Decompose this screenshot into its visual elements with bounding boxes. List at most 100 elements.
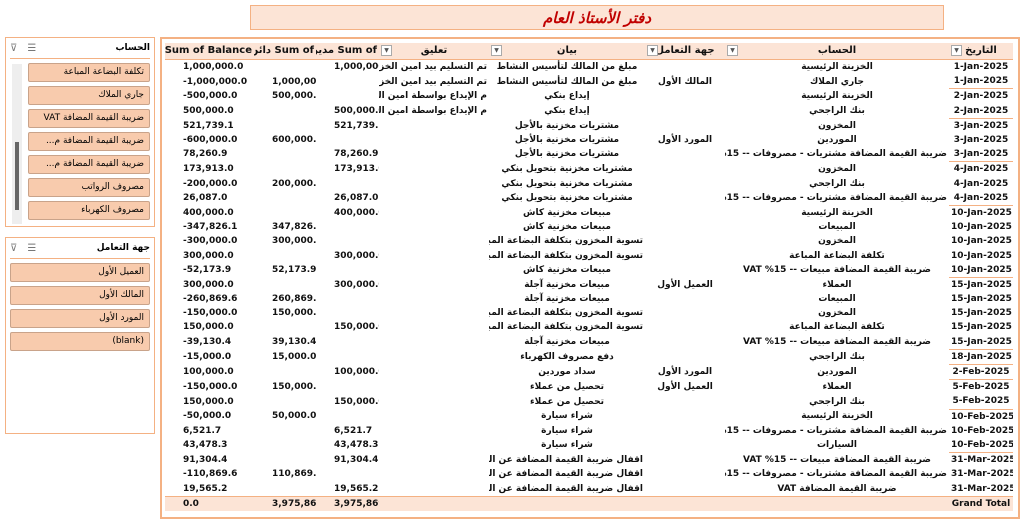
cell-comment[interactable] xyxy=(379,205,489,220)
cell-comment[interactable] xyxy=(379,481,489,496)
filter-dropdown-icon[interactable]: ▼ xyxy=(951,45,962,56)
cell-comment[interactable] xyxy=(379,380,489,395)
cell-date[interactable]: 31-Mar-2025 xyxy=(949,452,1013,468)
cell-credit[interactable]: 1,000,000.0 xyxy=(272,76,316,87)
cell-balance[interactable]: -150,000.0 xyxy=(183,308,238,319)
cell-credit[interactable]: 150,000.0 xyxy=(272,381,316,392)
cell-date[interactable]: 5-Feb-2025 xyxy=(949,379,1013,395)
cell-balance[interactable]: -347,826.1 xyxy=(183,222,238,233)
cell-comment[interactable] xyxy=(379,364,489,379)
cell-party[interactable]: المالك الأول xyxy=(658,76,712,87)
cell-balance[interactable]: -150,000.0 xyxy=(183,381,238,392)
cell-credit[interactable] xyxy=(254,205,316,220)
cell-balance[interactable]: 19,565.2 xyxy=(183,483,228,494)
cell-date[interactable]: 15-Jan-2025 xyxy=(951,294,1012,305)
cell-account[interactable]: تكلفة البضاعة المباعة xyxy=(789,250,885,261)
cell-party[interactable] xyxy=(645,191,725,206)
cell-date[interactable]: 1-Jan-2025 xyxy=(953,62,1009,73)
slicer-item[interactable]: ضريبة القيمة المضافة م... xyxy=(28,132,150,151)
cell-date[interactable]: 4-Jan-2025 xyxy=(953,178,1009,189)
cell-debit[interactable]: 173,913.0 xyxy=(334,164,379,175)
cell-comment[interactable] xyxy=(379,147,489,162)
cell-party[interactable] xyxy=(645,162,725,177)
cell-credit[interactable]: 15,000.0 xyxy=(272,351,316,362)
cell-date[interactable]: 15-Jan-2025 xyxy=(951,336,1012,347)
cell-balance[interactable]: 150,000.0 xyxy=(183,396,234,407)
cell-balance[interactable]: -52,173.9 xyxy=(183,264,232,275)
cell-desc[interactable]: اقفال ضريبة القيمة المضافة عن الفترة xyxy=(489,469,643,480)
clear-filter-icon[interactable]: ⊽ xyxy=(10,242,18,254)
cell-account[interactable]: العملاء xyxy=(822,279,852,290)
cell-party[interactable] xyxy=(645,409,725,424)
cell-account[interactable]: السيارات xyxy=(817,440,857,451)
cell-date[interactable]: 10-Feb-2025 xyxy=(949,408,1013,424)
cell-account[interactable]: جاري الملاك xyxy=(809,76,864,87)
filter-dropdown-icon[interactable]: ▼ xyxy=(491,45,502,56)
cell-account[interactable]: ضريبة القيمة المضافة مبيعات -- VAT %15 xyxy=(742,454,931,465)
cell-account[interactable]: بنك الراجحي xyxy=(809,178,865,189)
cell-date[interactable]: 18-Jan-2025 xyxy=(949,348,1013,365)
cell-debit[interactable] xyxy=(316,380,379,395)
cell-account[interactable]: تكلفة البضاعة المباعة xyxy=(789,322,885,333)
cell-debit[interactable]: 150,000.0 xyxy=(334,322,379,333)
cell-balance[interactable]: 173,913.0 xyxy=(183,164,234,175)
cell-debit[interactable] xyxy=(316,133,379,147)
cell-date[interactable]: 10-Feb-2025 xyxy=(951,425,1013,436)
cell-party[interactable] xyxy=(645,394,725,409)
header-desc[interactable]: بيان ▼ xyxy=(489,43,645,60)
cell-party[interactable] xyxy=(645,263,725,278)
cell-comment[interactable] xyxy=(379,277,489,292)
cell-party[interactable] xyxy=(645,424,725,438)
cell-balance[interactable]: 100,000.0 xyxy=(183,367,234,378)
cell-party[interactable] xyxy=(645,467,725,481)
cell-balance[interactable]: -500,000.0 xyxy=(183,91,238,102)
slicer-item[interactable]: المورد الأول xyxy=(10,309,150,328)
cell-comment[interactable] xyxy=(379,349,489,364)
cell-account[interactable]: الموردين xyxy=(817,135,857,146)
cell-date[interactable]: 2-Jan-2025 xyxy=(949,88,1013,104)
scrollbar-thumb[interactable] xyxy=(15,142,19,210)
slicer-item[interactable]: جاري الملاك xyxy=(28,86,150,105)
cell-account[interactable]: المخزون xyxy=(818,236,856,247)
cell-comment[interactable] xyxy=(379,438,489,453)
cell-party[interactable] xyxy=(645,177,725,191)
cell-debit[interactable]: 400,000.0 xyxy=(334,207,379,218)
cell-debit[interactable]: 1,000,000.0 xyxy=(334,62,379,73)
cell-date[interactable]: 31-Mar-2025 xyxy=(951,483,1013,494)
cell-account[interactable]: المخزون xyxy=(818,308,856,319)
cell-desc[interactable]: إيداع بنكي xyxy=(544,91,590,102)
cell-credit[interactable] xyxy=(254,320,316,334)
cell-party[interactable] xyxy=(645,234,725,248)
filter-dropdown-icon[interactable]: ▼ xyxy=(727,45,738,56)
cell-date[interactable]: 10-Feb-2025 xyxy=(951,439,1013,450)
cell-date[interactable]: 4-Jan-2025 xyxy=(949,161,1013,177)
cell-account[interactable]: ضريبة القيمة المضافة VAT xyxy=(777,483,897,494)
cell-party[interactable] xyxy=(645,320,725,334)
cell-comment[interactable] xyxy=(379,453,489,468)
cell-debit[interactable]: 43,478.3 xyxy=(334,440,379,451)
cell-account[interactable]: ضريبة القيمة المضافة مشتريات - مصروفات -… xyxy=(725,469,947,480)
cell-desc[interactable]: مشتريات مخزنية بتحويل بنكي xyxy=(501,178,633,189)
cell-account[interactable]: بنك الراجحي xyxy=(809,351,865,362)
cell-desc[interactable]: مشتريات مخزنية بالأجل xyxy=(514,149,620,160)
cell-party[interactable] xyxy=(645,220,725,234)
cell-credit[interactable]: 600,000.0 xyxy=(272,135,316,146)
cell-debit[interactable]: 91,304.4 xyxy=(334,454,379,465)
cell-balance[interactable]: 78,260.9 xyxy=(183,149,228,160)
cell-credit[interactable] xyxy=(254,424,316,438)
slicer-scrollbar[interactable] xyxy=(12,64,22,224)
cell-party[interactable] xyxy=(645,481,725,496)
cell-balance[interactable]: 500,000.0 xyxy=(183,105,234,116)
cell-credit[interactable] xyxy=(254,438,316,453)
slicer-item[interactable]: مصروف الرواتب xyxy=(28,178,150,197)
cell-party[interactable] xyxy=(645,248,725,262)
cell-party[interactable]: المورد الأول xyxy=(657,135,713,146)
cell-desc[interactable]: مبيعات مخزنية آجلة xyxy=(524,279,610,290)
cell-desc[interactable]: إيداع بنكي xyxy=(544,105,590,116)
cell-balance[interactable]: 6,521.7 xyxy=(183,425,222,436)
cell-date[interactable]: 1-Jan-2025 xyxy=(953,76,1009,87)
cell-party[interactable] xyxy=(645,335,725,350)
cell-balance[interactable]: 300,000.0 xyxy=(183,279,234,290)
cell-account[interactable]: ضريبة القيمة المضافة مبيعات -- VAT %15 xyxy=(742,336,931,347)
cell-party[interactable] xyxy=(645,306,725,320)
